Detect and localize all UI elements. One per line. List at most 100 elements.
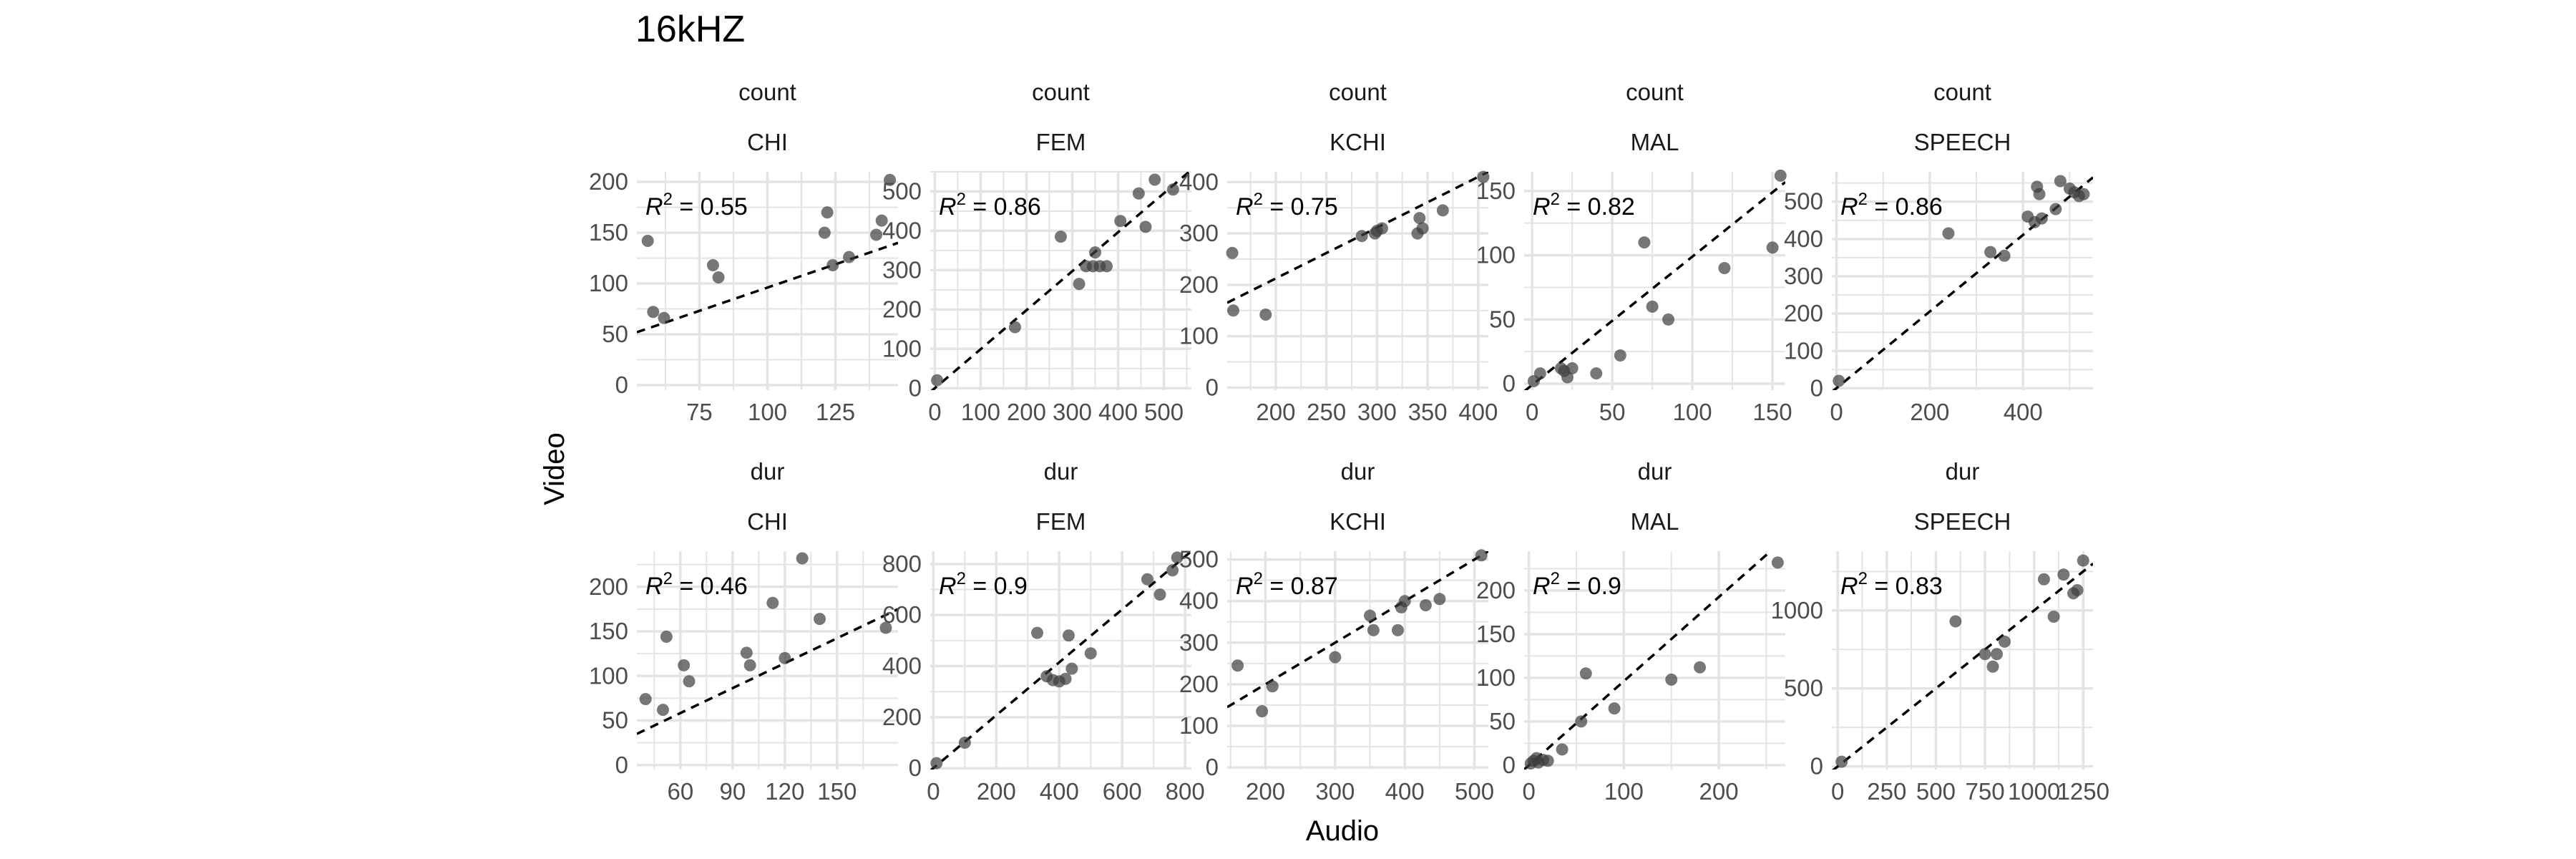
- fit-line: [1832, 563, 2093, 770]
- y-tick-label: 300: [882, 256, 922, 283]
- data-point: [1226, 246, 1239, 259]
- y-tick-label: 0: [615, 372, 628, 398]
- data-point: [2077, 554, 2089, 567]
- r2-annotation: R2 = 0.75: [1236, 190, 1338, 220]
- data-point: [1413, 212, 1426, 225]
- r2-value: 0.83: [1896, 573, 1943, 600]
- r2-equals: =: [1263, 193, 1291, 220]
- panel-dur-chi: dur CHI 60 90 120 150 0 50 100 150 200 R2 = 0.46: [589, 458, 898, 805]
- strip-label-row: count: [738, 79, 796, 105]
- strip-label-col: CHI: [747, 508, 788, 535]
- y-tick-label: 300: [1784, 263, 1823, 289]
- data-point: [1114, 215, 1127, 228]
- data-point: [2071, 583, 2084, 596]
- data-point: [2033, 188, 2046, 200]
- strip-label-row: count: [1626, 79, 1684, 105]
- y-tick-label: 0: [615, 752, 628, 778]
- data-point: [2077, 188, 2090, 200]
- strip-label-row: dur: [1946, 458, 1980, 485]
- data-point: [2049, 203, 2062, 215]
- x-tick-label: 800: [1166, 778, 1205, 805]
- x-tick-label: 250: [1307, 399, 1346, 425]
- x-tick-label: 150: [1753, 399, 1792, 425]
- r2-symbol: R: [1236, 193, 1254, 220]
- data-point: [1986, 660, 1999, 673]
- x-tick-label: 350: [1408, 399, 1448, 425]
- y-tick-label: 100: [1476, 664, 1516, 691]
- data-point: [1416, 222, 1429, 235]
- y-tick-label: 150: [589, 219, 628, 246]
- x-axis-title: Audio: [1306, 815, 1379, 847]
- r2-value: 0.86: [994, 193, 1041, 220]
- x-tick-label: 500: [1455, 778, 1494, 805]
- data-point: [641, 234, 654, 247]
- data-point: [660, 631, 673, 644]
- r2-equals: =: [1560, 193, 1588, 220]
- data-point: [1991, 648, 2004, 661]
- y-tick-label: 1000: [1771, 597, 1823, 623]
- r2-equals: =: [1868, 573, 1896, 600]
- data-point: [1055, 230, 1067, 243]
- r2-equals: =: [966, 573, 994, 600]
- data-point: [1166, 183, 1179, 196]
- y-tick-label: 400: [1784, 225, 1823, 252]
- data-point: [1433, 593, 1446, 606]
- y-tick-label: 100: [589, 270, 628, 296]
- x-tick-label: 0: [1526, 399, 1538, 425]
- data-point: [814, 613, 826, 626]
- r2-symbol: R: [1533, 573, 1551, 600]
- data-point: [2035, 212, 2048, 225]
- r2-annotation: R2 = 0.46: [645, 569, 748, 600]
- data-point: [1646, 300, 1659, 313]
- r2-exponent: 2: [1254, 190, 1263, 209]
- y-tick-label: 150: [1476, 178, 1516, 204]
- r2-symbol: R: [645, 573, 663, 600]
- r2-value: 0.87: [1291, 573, 1338, 600]
- data-point: [2057, 568, 2070, 581]
- r2-equals: =: [1560, 573, 1588, 600]
- r2-equals: =: [966, 193, 994, 220]
- x-tick-label: 100: [1604, 778, 1644, 805]
- x-tick-label: 750: [1966, 778, 2005, 805]
- data-point: [1998, 249, 2011, 262]
- r2-annotation: R2 = 0.82: [1533, 190, 1635, 220]
- panel-dur-kchi: dur KCHI 200 300 400 500 0 100 200 300 400 500 R2 = …: [1179, 458, 1494, 805]
- y-tick-label: 400: [882, 217, 922, 243]
- x-tick-label: 400: [1458, 399, 1498, 425]
- strip-label-col: KCHI: [1330, 129, 1386, 155]
- data-point: [1329, 651, 1342, 664]
- r2-annotation: R2 = 0.55: [645, 190, 748, 220]
- data-point: [821, 206, 834, 219]
- data-point: [1590, 367, 1603, 380]
- data-point: [1999, 635, 2011, 648]
- data-point: [779, 651, 791, 664]
- data-point: [1259, 309, 1272, 321]
- y-tick-label: 200: [589, 573, 628, 600]
- r2-symbol: R: [1533, 193, 1551, 220]
- y-axis-title: Video: [539, 432, 570, 505]
- y-tick-label: 100: [1476, 242, 1516, 268]
- data-point: [870, 228, 883, 241]
- y-tick-label: 200: [1784, 300, 1823, 326]
- x-tick-label: 1000: [2008, 778, 2060, 805]
- x-tick-label: 0: [1831, 778, 1844, 805]
- data-point: [1766, 241, 1779, 254]
- data-point: [930, 757, 943, 770]
- data-point: [2054, 175, 2067, 188]
- data-point: [879, 621, 892, 634]
- data-point: [1694, 661, 1707, 674]
- data-point: [796, 552, 809, 565]
- r2-value: 0.82: [1588, 193, 1635, 220]
- x-tick-label: 200: [1246, 778, 1285, 805]
- data-point: [683, 675, 696, 688]
- y-tick-label: 800: [882, 550, 922, 577]
- data-point: [1608, 702, 1621, 715]
- data-point: [1949, 615, 1962, 628]
- data-point: [1073, 278, 1085, 291]
- data-point: [843, 251, 856, 263]
- strip-label-row: dur: [751, 458, 785, 485]
- y-tick-label: 200: [882, 704, 922, 730]
- r2-annotation: R2 = 0.86: [1840, 190, 1943, 220]
- r2-annotation: R2 = 0.83: [1840, 569, 1943, 600]
- x-tick-label: 300: [1357, 399, 1397, 425]
